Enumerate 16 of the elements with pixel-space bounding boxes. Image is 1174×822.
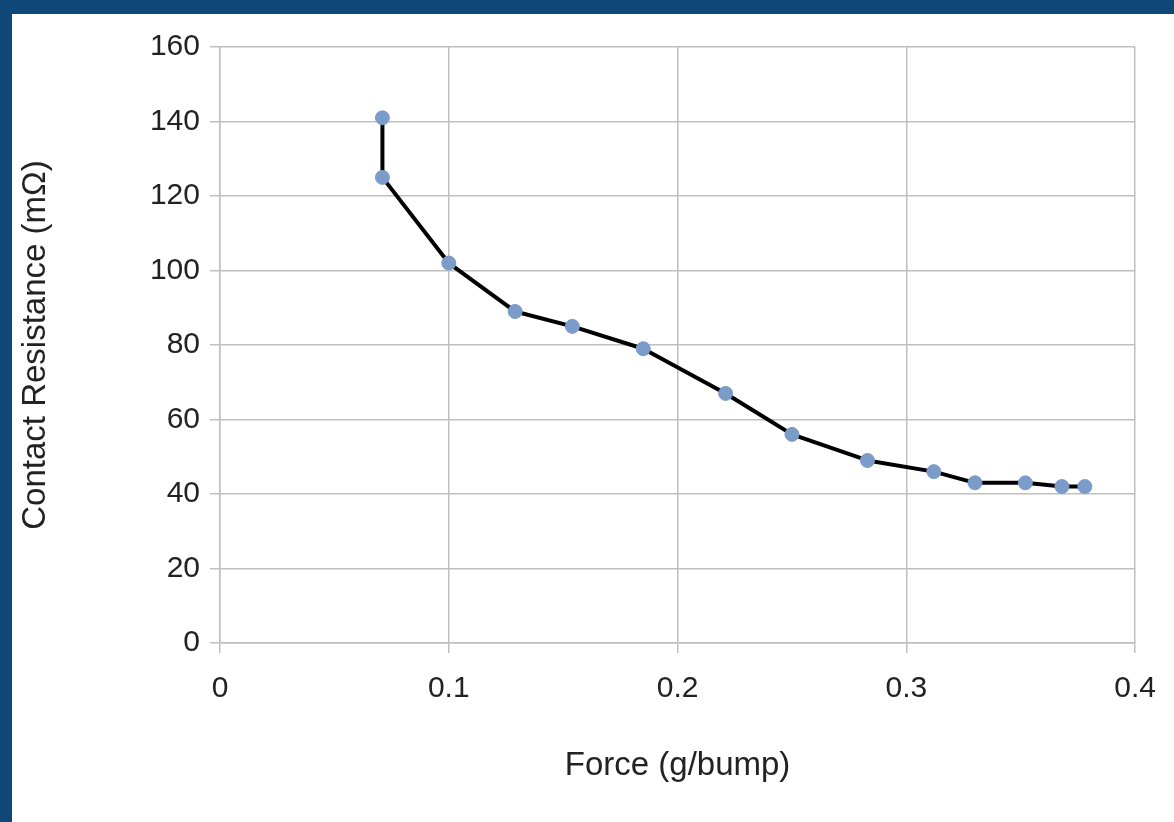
y-tick-label: 140: [149, 102, 200, 136]
y-tick-label: 100: [149, 251, 200, 285]
x-tick-label: 0.3: [885, 670, 928, 704]
y-tick-label: 0: [183, 624, 200, 658]
x-tick-label: 0.4: [1114, 670, 1157, 704]
x-tick-label: 0.1: [427, 670, 470, 704]
y-tick-label: 20: [166, 549, 200, 583]
y-tick-label: 40: [166, 475, 200, 509]
y-tick-label: 60: [166, 400, 200, 434]
x-tick-label: 0.2: [656, 670, 699, 704]
x-axis-title: Force (g/bump): [564, 745, 791, 783]
x-tick-label: 0: [211, 670, 229, 704]
y-tick-label: 120: [149, 177, 200, 211]
y-axis-title: Contact Resistance (mΩ): [14, 160, 52, 530]
y-tick-label: 80: [166, 326, 200, 360]
y-tick-label: 160: [149, 28, 200, 62]
